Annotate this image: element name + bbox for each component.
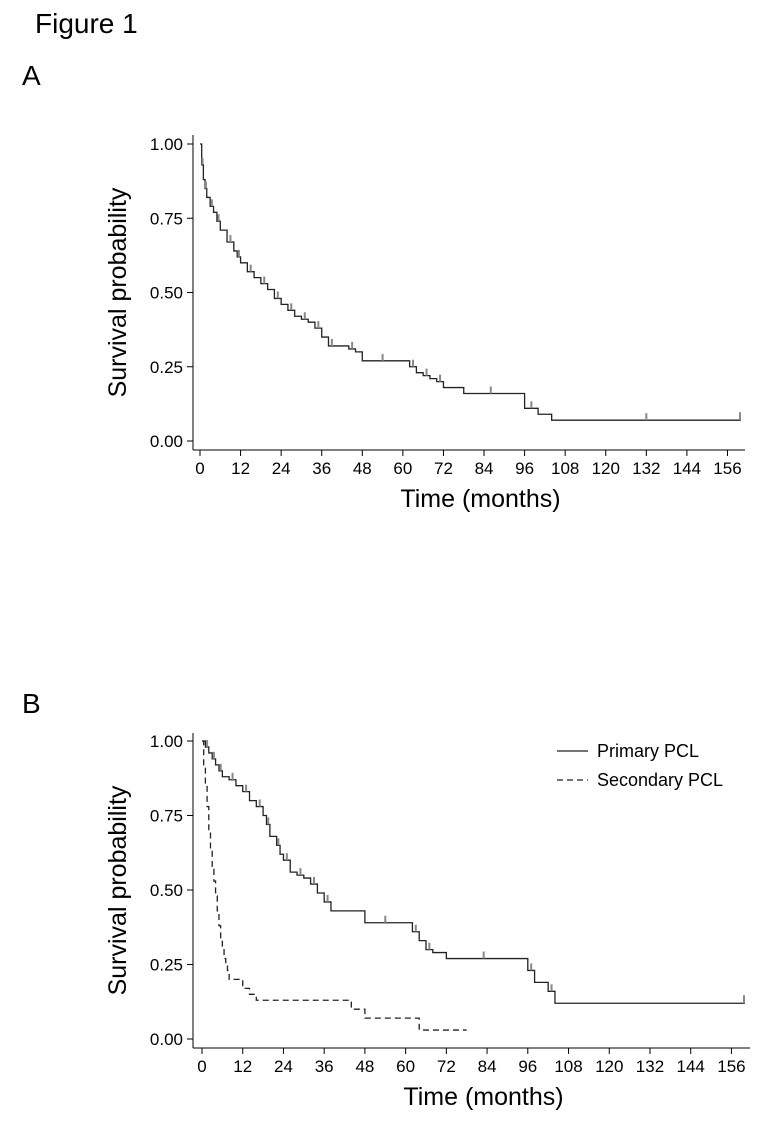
x-tick-label: 36 (312, 459, 331, 478)
x-tick-label: 12 (231, 459, 250, 478)
y-tick-label: 0.25 (150, 358, 183, 377)
x-tick-label: 24 (272, 459, 291, 478)
y-axis-title: Survival probability (104, 187, 132, 397)
x-tick-label: 144 (677, 1057, 705, 1076)
x-tick-label: 96 (518, 1057, 537, 1076)
x-tick-label: 120 (592, 459, 620, 478)
x-tick-label: 12 (233, 1057, 252, 1076)
x-tick-label: 156 (717, 1057, 745, 1076)
x-tick-label: 60 (393, 459, 412, 478)
x-tick-label: 72 (437, 1057, 456, 1076)
y-tick-label: 1.00 (150, 732, 183, 751)
x-tick-label: 48 (353, 459, 372, 478)
x-tick-label: 132 (632, 459, 660, 478)
x-tick-label: 144 (673, 459, 701, 478)
panel-label-a: A (22, 60, 41, 91)
x-tick-label: 48 (355, 1057, 374, 1076)
survival-curve-secondary-pcl (202, 740, 467, 1031)
y-tick-label: 0.75 (150, 807, 183, 826)
y-tick-label: 0.50 (150, 284, 183, 303)
x-tick-label: 132 (636, 1057, 664, 1076)
panel-label-b: B (22, 688, 41, 719)
x-tick-label: 84 (475, 459, 494, 478)
y-tick-label: 0.50 (150, 881, 183, 900)
y-tick-label: 0.00 (150, 432, 183, 451)
x-tick-label: 0 (197, 1057, 206, 1076)
x-tick-label: 60 (396, 1057, 415, 1076)
survival-curve-overall (200, 143, 741, 421)
figure-title: Figure 1 (35, 8, 138, 39)
y-tick-label: 0.00 (150, 1030, 183, 1049)
x-axis-title: Time (months) (403, 1083, 563, 1111)
y-tick-label: 0.75 (150, 209, 183, 228)
legend-label: Secondary PCL (597, 770, 723, 790)
x-tick-label: 108 (551, 459, 579, 478)
survival-curve-primary-pcl (202, 740, 745, 1004)
x-tick-label: 84 (478, 1057, 497, 1076)
x-tick-label: 108 (554, 1057, 582, 1076)
y-tick-label: 1.00 (150, 135, 183, 154)
y-axis-title: Survival probability (104, 785, 132, 995)
legend-label: Primary PCL (597, 741, 699, 761)
x-tick-label: 156 (713, 459, 741, 478)
x-axis-title: Time (months) (400, 485, 560, 513)
x-tick-label: 24 (274, 1057, 293, 1076)
x-tick-label: 0 (195, 459, 204, 478)
x-tick-label: 36 (315, 1057, 334, 1076)
x-tick-label: 72 (434, 459, 453, 478)
x-tick-label: 120 (595, 1057, 623, 1076)
y-tick-label: 0.25 (150, 956, 183, 975)
x-tick-label: 96 (515, 459, 534, 478)
